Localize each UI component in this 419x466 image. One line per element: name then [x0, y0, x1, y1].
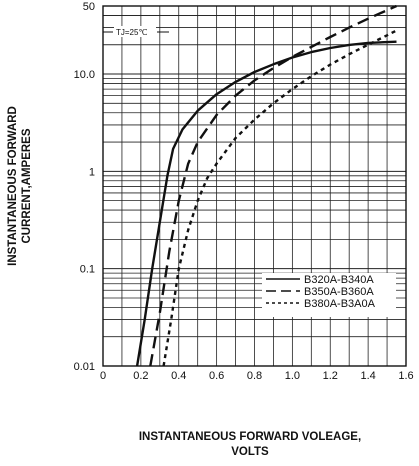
x-axis-title-line1: INSTANTANEOUS FORWARD VOLEAGE, [139, 431, 361, 443]
x-tick-label: 0 [100, 370, 106, 382]
y-axis-title-line1: INSTANTANEOUS FORWARD [7, 106, 19, 266]
y-tick-label: 1 [89, 166, 95, 178]
legend-background [262, 273, 396, 317]
legend-label-1: B320A-B340A [304, 274, 374, 286]
x-tick-label: 0.4 [171, 370, 186, 382]
x-tick-label: 1.4 [360, 370, 375, 382]
y-tick-label: 0.1 [80, 264, 95, 276]
x-tick-label: 1.2 [323, 370, 338, 382]
y-tick-label: 0.01 [74, 361, 95, 373]
tick-labels: 0 0.2 0.4 0.6 0.8 1.0 1.2 1.4 1.6 50 10.0 1 0.1 0.01 [74, 1, 414, 382]
legend-label-2: B350A-B360A [304, 286, 374, 298]
legend-label-3: B380A-B3A0A [304, 298, 376, 310]
y-tick-label: 50 [83, 1, 95, 13]
x-tick-label: 0.2 [133, 370, 148, 382]
x-tick-label: 1.6 [398, 370, 413, 382]
y-axis-title-line2: CURRENT,AMPERES [21, 128, 33, 243]
series-line-1 [135, 40, 397, 367]
series-lines [135, 4, 398, 367]
plot-frame [102, 5, 407, 367]
annotation-text: TJ=25℃ [116, 28, 147, 37]
temperature-annotation: TJ=25℃ [103, 26, 169, 37]
x-tick-label: 0.6 [209, 370, 224, 382]
x-tick-label: 0.8 [247, 370, 262, 382]
x-axis-title-line2: VOLTS [231, 446, 269, 458]
annotation-background [114, 26, 156, 37]
y-tick-label: 10.0 [74, 69, 95, 81]
x-tick-label: 1.0 [285, 370, 300, 382]
